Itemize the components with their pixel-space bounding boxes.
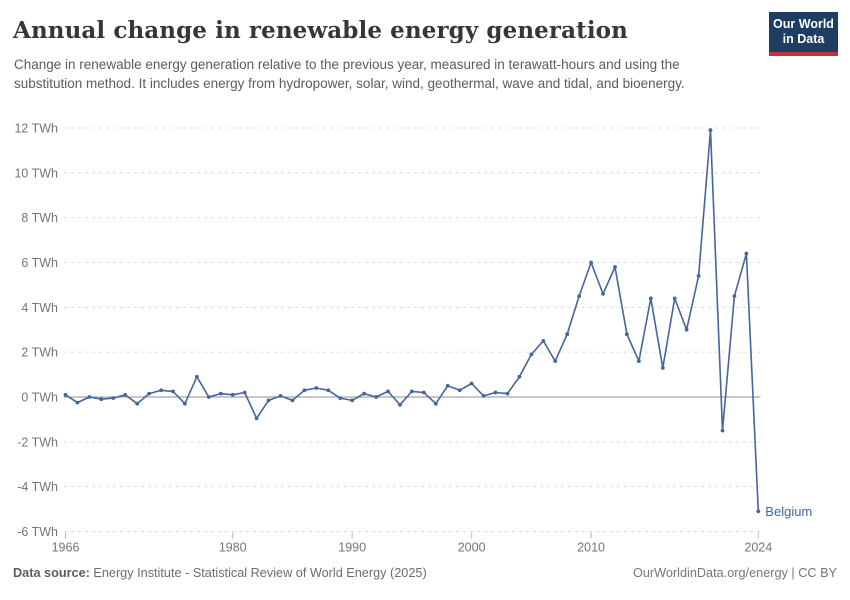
data-point[interactable] <box>589 260 593 265</box>
data-point[interactable] <box>326 388 331 393</box>
y-tick-label: 12 TWh <box>14 121 58 135</box>
data-point[interactable] <box>183 401 187 406</box>
data-point[interactable] <box>290 398 295 403</box>
entity-label[interactable]: Belgium <box>765 504 812 519</box>
line-chart-canvas[interactable]: -6 TWh -4 TWh -2 TWh 0 TWh 2 TWh 4 TWh 6 TWh 8 … <box>0 115 850 565</box>
y-tick-label: 0 TWh <box>21 391 58 405</box>
owid-logo[interactable]: Our World in Data <box>769 12 838 56</box>
data-point[interactable] <box>648 296 653 301</box>
data-point[interactable] <box>195 374 199 379</box>
data-point[interactable] <box>637 359 641 363</box>
data-point[interactable] <box>660 366 665 370</box>
y-tick-label: -4 TWh <box>17 480 58 494</box>
data-point[interactable] <box>744 251 749 256</box>
y-tick-label: 8 TWh <box>21 211 58 225</box>
data-point[interactable] <box>386 389 390 394</box>
data-point[interactable] <box>99 397 104 402</box>
data-point[interactable] <box>206 395 211 399</box>
data-point[interactable] <box>565 332 570 337</box>
data-point[interactable] <box>410 389 414 394</box>
x-tick-label: 2010 <box>577 541 605 555</box>
data-point[interactable] <box>756 509 761 514</box>
owid-logo-text-line2: in Data <box>782 32 825 47</box>
y-tick-label: 4 TWh <box>21 301 58 315</box>
data-point[interactable] <box>338 396 343 400</box>
page-title: Annual change in renewable energy genera… <box>13 17 628 44</box>
data-point[interactable] <box>541 339 546 343</box>
data-point[interactable] <box>314 386 319 390</box>
data-point[interactable] <box>601 292 605 296</box>
data-point[interactable] <box>171 389 175 394</box>
data-point[interactable] <box>87 395 92 399</box>
x-tick-label: 1990 <box>338 541 366 555</box>
data-point[interactable] <box>123 392 128 397</box>
data-point[interactable] <box>469 381 474 386</box>
data-line <box>64 129 760 513</box>
y-tick-label: -2 TWh <box>17 435 58 449</box>
data-point[interactable] <box>708 128 713 133</box>
data-point[interactable] <box>398 402 402 407</box>
data-point[interactable] <box>422 390 426 395</box>
data-point[interactable] <box>613 265 617 269</box>
chart-footer: Data source: Energy Institute - Statisti… <box>0 566 850 580</box>
owid-logo-text-line1: Our World <box>773 17 834 31</box>
data-point[interactable] <box>672 296 677 301</box>
data-point[interactable] <box>684 327 689 332</box>
data-point[interactable] <box>159 388 164 393</box>
data-point[interactable] <box>517 374 522 379</box>
y-tick-label: 2 TWh <box>21 346 58 360</box>
chart-area: -6 TWh -4 TWh -2 TWh 0 TWh 2 TWh 4 TWh 6 TWh 8 … <box>0 115 850 565</box>
data-point[interactable] <box>350 398 355 403</box>
data-point[interactable] <box>529 352 534 357</box>
data-point[interactable] <box>696 274 701 278</box>
x-tick-label: 1980 <box>219 541 247 555</box>
data-point[interactable] <box>254 416 259 421</box>
data-point[interactable] <box>147 391 152 396</box>
owid-link[interactable]: OurWorldinData.org/energy | CC BY <box>632 566 837 580</box>
data-point[interactable] <box>111 396 116 400</box>
data-point[interactable] <box>266 398 271 403</box>
data-point[interactable] <box>505 391 510 396</box>
data-point[interactable] <box>218 391 223 396</box>
x-tick-label: 1966 <box>52 541 80 555</box>
data-point[interactable] <box>135 401 140 406</box>
data-point[interactable] <box>63 392 68 397</box>
data-point[interactable] <box>732 294 737 298</box>
y-tick-label: 10 TWh <box>14 166 58 180</box>
data-point[interactable] <box>278 394 283 398</box>
data-point[interactable] <box>362 391 366 396</box>
data-source-note: Data source: Energy Institute - Statisti… <box>13 566 427 580</box>
x-tick-label: 2024 <box>744 541 772 555</box>
y-tick-label: -6 TWh <box>17 525 58 539</box>
data-point[interactable] <box>374 395 378 399</box>
data-point[interactable] <box>481 394 486 398</box>
y-tick-label: 6 TWh <box>21 256 58 270</box>
data-point[interactable] <box>577 294 581 298</box>
data-source-text: Energy Institute - Statistical Review of… <box>89 566 427 580</box>
data-point[interactable] <box>553 359 558 363</box>
data-point[interactable] <box>445 383 450 388</box>
data-point[interactable] <box>493 390 498 395</box>
chart-subtitle: Change in renewable energy generation re… <box>14 57 685 92</box>
data-point[interactable] <box>75 400 80 405</box>
data-point[interactable] <box>457 388 462 393</box>
data-point[interactable] <box>230 392 235 397</box>
data-point[interactable] <box>242 390 247 395</box>
data-point[interactable] <box>625 332 629 337</box>
data-point[interactable] <box>433 401 438 406</box>
data-point[interactable] <box>720 428 725 433</box>
data-source-label: Data source: <box>13 566 90 580</box>
x-tick-label: 2000 <box>458 541 486 555</box>
data-point[interactable] <box>302 388 307 393</box>
